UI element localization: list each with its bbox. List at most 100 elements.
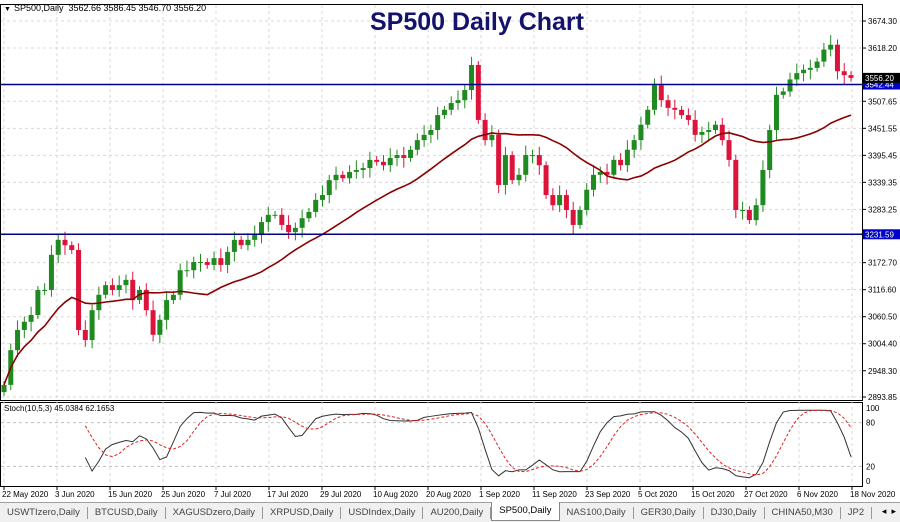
current-price-tag: [863, 72, 900, 83]
bullish-candle: [597, 171, 603, 175]
tab-btcusd-daily[interactable]: BTCUSD,Daily: [88, 506, 166, 519]
bearish-candle: [204, 262, 210, 265]
bullish-candle: [319, 195, 325, 200]
tab-xagusdzero-daily[interactable]: XAGUSDzero,Daily: [166, 506, 264, 519]
tab-dj30-daily[interactable]: DJ30,Daily: [704, 506, 765, 519]
bullish-candle: [807, 67, 813, 70]
bullish-candle: [231, 239, 237, 252]
bullish-candle: [428, 130, 434, 135]
bullish-candle: [252, 235, 258, 240]
bullish-candle: [611, 159, 617, 175]
tab-sp500-daily[interactable]: SP500,Daily: [491, 502, 560, 521]
x-tick-label: 18 Nov 2020: [850, 490, 896, 499]
bullish-candle: [313, 199, 319, 212]
tab-jp2[interactable]: JP2: [841, 506, 873, 519]
bearish-candle: [665, 100, 671, 108]
bullish-candle: [577, 209, 583, 225]
bullish-candle: [469, 64, 475, 91]
x-tick-label: 17 Jul 2020: [267, 490, 309, 499]
bullish-candle: [28, 315, 34, 322]
stoch-tick-label: 20: [866, 462, 875, 471]
tab-au200-daily[interactable]: AU200,Daily: [423, 506, 492, 519]
bullish-candle: [123, 279, 129, 286]
bullish-candle: [170, 294, 176, 301]
bearish-candle: [536, 155, 542, 166]
price-level-label: 3231.59: [865, 230, 894, 239]
price-level-tag: [863, 229, 900, 240]
price-level-label: 3542.44: [865, 81, 894, 90]
y-tick-label: 3116.60: [868, 286, 897, 295]
bullish-candle: [740, 209, 746, 211]
bearish-candle: [672, 107, 678, 110]
bullish-candle: [55, 239, 61, 255]
bullish-candle: [651, 85, 657, 110]
bearish-candle: [238, 239, 244, 246]
price-chart[interactable]: 3674.30 3618.20 3507.65 3451.55 3395.45 3339.…: [0, 0, 900, 502]
bullish-candle: [272, 214, 278, 216]
bullish-candle: [767, 130, 773, 171]
bullish-candle: [326, 180, 332, 196]
bullish-candle: [292, 227, 298, 233]
bullish-candle: [245, 239, 251, 246]
bullish-candle: [387, 157, 393, 166]
x-tick-label: 15 Jun 2020: [108, 490, 153, 499]
stoch-signal-line: [84, 409, 852, 476]
bullish-candle: [638, 124, 644, 141]
tab-nas100-daily[interactable]: NAS100,Daily: [560, 506, 634, 519]
bullish-candle: [116, 285, 122, 290]
bearish-candle: [286, 224, 292, 233]
x-tick-label: 5 Oct 2020: [638, 490, 678, 499]
stoch-tick-label: 100: [866, 404, 880, 413]
y-tick-label: 3395.45: [868, 151, 897, 160]
x-tick-label: 11 Sep 2020: [532, 490, 577, 499]
y-tick-label: 3451.55: [868, 124, 897, 133]
bullish-candle: [353, 170, 359, 172]
tab-uswtizero-daily[interactable]: USWTIzero,Daily: [0, 506, 88, 519]
tab-scroll-right-icon[interactable]: ▸: [891, 506, 896, 516]
tab-ger30-daily[interactable]: GER30,Daily: [634, 506, 704, 519]
bullish-candle: [103, 285, 109, 295]
dropdown-triangle-icon[interactable]: ▼: [4, 6, 11, 13]
x-tick-label: 1 Sep 2020: [479, 490, 520, 499]
bullish-candle: [184, 270, 190, 272]
bullish-candle: [631, 140, 637, 150]
bearish-candle: [570, 209, 576, 225]
bullish-candle: [441, 109, 447, 116]
bullish-candle: [1, 384, 7, 393]
stochastic-panel-frame: [0, 402, 863, 487]
bullish-candle: [394, 155, 400, 158]
bearish-candle: [69, 245, 75, 250]
tab-usdindex-daily[interactable]: USDIndex,Daily: [341, 506, 424, 519]
y-tick-label: 3060.50: [868, 313, 897, 322]
bullish-candle: [780, 91, 786, 95]
price-level-tag: [863, 79, 900, 90]
bearish-candle: [496, 134, 502, 185]
bearish-candle: [143, 289, 149, 311]
bearish-candle: [563, 195, 569, 210]
tab-scroll-left-icon[interactable]: ◂: [881, 506, 887, 516]
x-tick-label: 3 Jun 2020: [55, 490, 95, 499]
x-tick-label: 15 Oct 2020: [691, 490, 735, 499]
bullish-candle: [828, 44, 834, 50]
bearish-candle: [692, 119, 698, 135]
symbol-label: SP500,Daily: [13, 3, 64, 13]
bullish-candle: [760, 170, 766, 206]
bullish-candle: [624, 149, 630, 166]
tab-xrpusd-daily[interactable]: XRPUSD,Daily: [263, 506, 342, 519]
bearish-candle: [374, 159, 380, 162]
stochastic-label: Stoch(10,5,3) 45.0384 62.1653: [4, 404, 115, 413]
bullish-candle: [489, 134, 495, 141]
x-tick-label: 10 Aug 2020: [373, 490, 418, 499]
bullish-candle: [299, 218, 305, 228]
current-price-label: 3556.20: [865, 74, 894, 83]
bullish-candle: [360, 168, 366, 171]
bearish-candle: [543, 165, 549, 196]
tab-china50-m30[interactable]: CHINA50,M30: [765, 506, 841, 519]
y-tick-label: 3172.70: [868, 259, 897, 268]
bearish-candle: [719, 124, 725, 141]
bullish-candle: [414, 140, 420, 150]
x-tick-label: 20 Aug 2020: [426, 490, 471, 499]
bearish-candle: [62, 239, 68, 246]
chart-tabs: USWTIzero,Daily BTCUSD,Daily XAGUSDzero,Da…: [0, 502, 900, 522]
bullish-candle: [333, 174, 339, 181]
